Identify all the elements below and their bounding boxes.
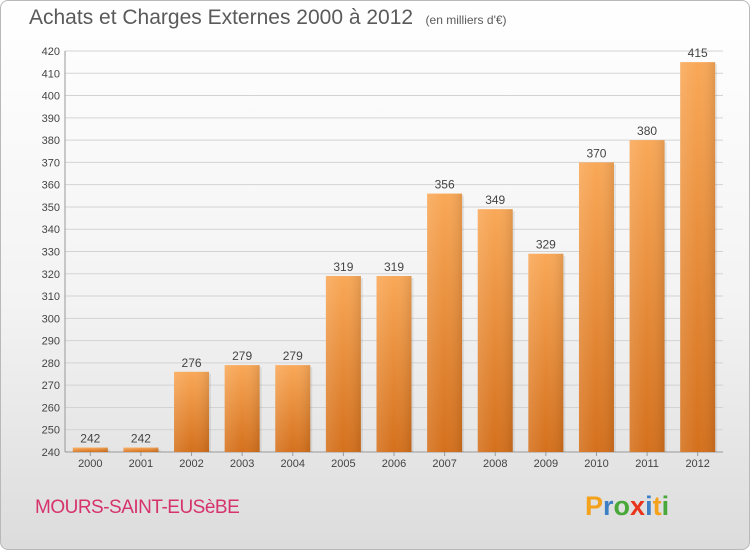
x-tick-label: 2002 <box>179 458 203 470</box>
bar-highlight <box>72 447 108 452</box>
y-tick-label: 420 <box>42 46 60 58</box>
data-label: 279 <box>283 349 303 363</box>
data-label: 349 <box>485 193 505 207</box>
logo-letter: r <box>603 491 614 521</box>
bar-highlight <box>680 62 716 453</box>
x-tick-label: 2008 <box>483 458 507 470</box>
y-tick-label: 360 <box>42 180 60 192</box>
title-unit: (en milliers d'€) <box>425 13 507 27</box>
y-tick-label: 240 <box>42 447 60 459</box>
logo-letter: P <box>585 491 604 521</box>
bar-highlight <box>325 276 361 452</box>
logo-letter: i <box>645 491 653 521</box>
logo-letter: x <box>630 491 646 521</box>
bar-highlight <box>174 371 210 452</box>
bar-highlight <box>376 276 412 452</box>
x-tick-label: 2009 <box>534 458 558 470</box>
commune-name: MOURS-SAINT-EUSèBE <box>35 497 240 518</box>
proxiti-logo: Proxiti <box>585 491 669 522</box>
y-tick-label: 400 <box>42 91 60 103</box>
x-tick-label: 2001 <box>129 458 153 470</box>
data-label: 242 <box>131 432 151 446</box>
bar-highlight <box>275 365 311 452</box>
x-tick-label: 2004 <box>281 458 305 470</box>
x-tick-label: 2005 <box>331 458 355 470</box>
x-tick-label: 2006 <box>382 458 406 470</box>
y-tick-label: 280 <box>42 358 60 370</box>
x-tick-label: 2012 <box>685 458 709 470</box>
chart-title: Achats et Charges Externes 2000 à 2012 (… <box>29 6 507 30</box>
bar-highlight <box>427 193 463 453</box>
y-tick-label: 250 <box>42 425 60 437</box>
y-tick-label: 300 <box>42 313 60 325</box>
x-tick-label: 2007 <box>432 458 456 470</box>
logo-letter: t <box>652 491 662 521</box>
data-label: 329 <box>536 238 556 252</box>
logo-letter: o <box>613 491 631 521</box>
x-tick-label: 2000 <box>78 458 102 470</box>
bar-highlight <box>528 253 564 452</box>
x-tick-label: 2010 <box>584 458 608 470</box>
title-main: Achats et Charges Externes 2000 à 2012 <box>29 6 414 29</box>
bar-highlight <box>629 140 665 452</box>
y-tick-label: 390 <box>42 113 60 125</box>
y-tick-label: 270 <box>42 380 60 392</box>
y-tick-label: 310 <box>42 291 60 303</box>
y-tick-label: 350 <box>42 202 60 214</box>
data-label: 356 <box>435 178 455 192</box>
y-tick-label: 410 <box>42 68 60 80</box>
bar-highlight <box>123 447 159 452</box>
y-tick-label: 370 <box>42 157 60 169</box>
y-tick-label: 320 <box>42 269 60 281</box>
x-tick-label: 2003 <box>230 458 254 470</box>
data-label: 370 <box>586 146 606 160</box>
y-tick-label: 290 <box>42 336 60 348</box>
data-label: 319 <box>384 260 404 274</box>
x-tick-label: 2011 <box>635 458 659 470</box>
data-label: 242 <box>80 432 100 446</box>
bar-highlight <box>224 365 260 452</box>
y-tick-label: 330 <box>42 247 60 259</box>
logo-letter: i <box>661 491 670 521</box>
y-tick-label: 260 <box>42 402 60 414</box>
bar-highlight <box>477 209 513 452</box>
data-label: 380 <box>637 124 657 138</box>
data-label: 319 <box>333 260 353 274</box>
y-tick-label: 380 <box>42 135 60 147</box>
data-label: 415 <box>688 46 708 60</box>
bar-highlight <box>578 162 614 452</box>
data-label: 279 <box>232 349 252 363</box>
data-label: 276 <box>182 356 202 370</box>
y-tick-label: 340 <box>42 224 60 236</box>
